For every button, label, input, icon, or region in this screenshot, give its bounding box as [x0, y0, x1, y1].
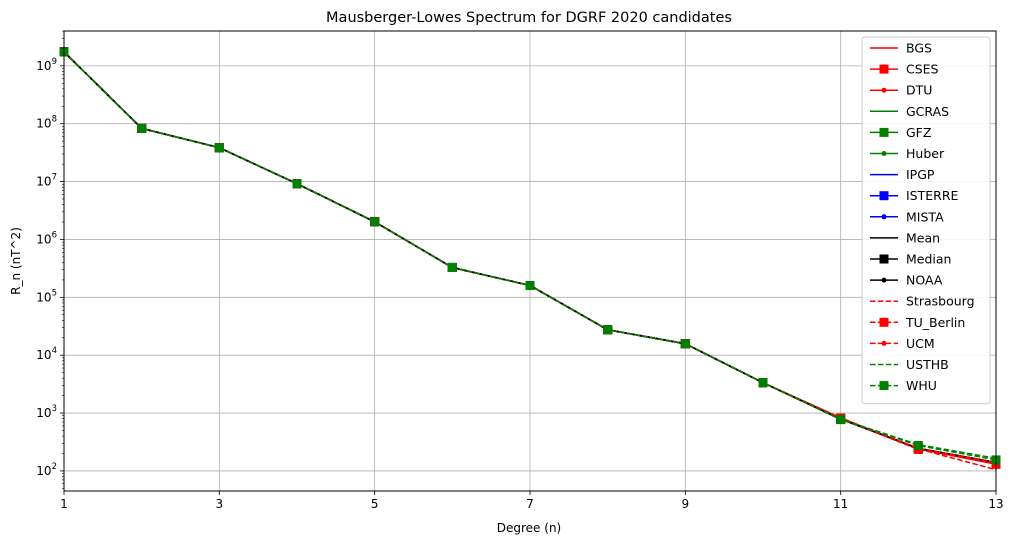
x-tick-label: 13	[988, 497, 1003, 511]
y-tick-label: 103	[36, 404, 57, 420]
y-tick-label: 105	[36, 288, 57, 304]
data-point	[370, 217, 380, 227]
legend-marker	[879, 127, 889, 137]
legend-entry: WHU	[870, 378, 937, 393]
data-point	[292, 179, 302, 189]
legend-marker	[879, 317, 889, 327]
legend-label: TU_Berlin	[905, 315, 965, 330]
chart-title: Mausberger-Lowes Spectrum for DGRF 2020 …	[326, 10, 732, 26]
legend-label: Strasbourg	[906, 294, 975, 309]
legend-marker	[881, 87, 887, 93]
legend-label: CSES	[906, 62, 939, 77]
legend-label: Huber	[906, 146, 945, 161]
x-tick-label: 7	[526, 497, 534, 511]
legend-entry: ISTERRE	[870, 188, 959, 203]
legend-label: WHU	[906, 378, 937, 393]
legend-label: GFZ	[906, 125, 931, 140]
legend-entry: UCM	[870, 336, 935, 351]
data-point	[836, 415, 846, 425]
y-tick-label: 102	[36, 462, 57, 478]
legend-entry: BGS	[870, 41, 932, 56]
y-tick-label: 109	[36, 57, 57, 73]
legend: BGS CSES DTU GCRAS GFZ Huber IPGP ISTERRE MISTA M…	[861, 36, 991, 405]
grid-lines	[63, 31, 997, 491]
legend-label: Mean	[906, 230, 940, 245]
legend-entry: Mean	[870, 230, 940, 245]
legend-label: BGS	[906, 41, 932, 56]
legend-marker	[879, 191, 889, 201]
data-point	[758, 378, 768, 388]
data-point	[525, 281, 535, 291]
legend-entry: Median	[870, 252, 951, 267]
legend-entry: TU_Berlin	[870, 315, 965, 330]
legend-label: MISTA	[906, 209, 944, 224]
legend-marker	[879, 64, 889, 74]
data-point	[447, 262, 457, 272]
x-tick-label: 11	[833, 497, 848, 511]
legend-box	[861, 36, 991, 405]
legend-entry: GFZ	[870, 125, 931, 140]
y-tick-label: 108	[36, 115, 57, 131]
data-point	[913, 441, 923, 451]
legend-label: UCM	[906, 336, 935, 351]
legend-marker	[881, 151, 887, 156]
x-tick-label: 5	[371, 497, 379, 511]
legend-entry: CSES	[870, 62, 939, 77]
legend-entry: Strasbourg	[870, 294, 975, 309]
legend-entry: Huber	[870, 146, 945, 161]
legend-label: NOAA	[906, 273, 943, 288]
y-tick-label: 106	[36, 230, 57, 246]
x-axis-label: Degree (n)	[497, 521, 561, 535]
legend-label: Median	[906, 252, 951, 267]
legend-entry: GCRAS	[870, 104, 949, 119]
legend-marker	[879, 381, 889, 391]
legend-label: ISTERRE	[906, 188, 959, 203]
x-tick-label: 9	[682, 497, 690, 511]
data-point	[214, 143, 224, 153]
legend-label: IPGP	[906, 167, 935, 182]
legend-marker	[879, 254, 889, 264]
legend-entry: NOAA	[870, 273, 943, 288]
legend-label: DTU	[906, 83, 932, 98]
x-tick-label: 1	[60, 497, 68, 511]
data-point	[680, 339, 690, 349]
y-tick-label: 107	[36, 173, 57, 189]
y-axis-label: R_n (nT^2)	[9, 227, 23, 295]
legend-marker	[881, 277, 887, 283]
legend-entry: USTHB	[870, 357, 949, 372]
legend-label: GCRAS	[906, 104, 949, 119]
legend-entry: MISTA	[870, 209, 944, 224]
data-point	[137, 123, 147, 133]
series-lines	[59, 47, 1001, 471]
legend-entry: DTU	[870, 83, 932, 98]
legend-entry: IPGP	[870, 167, 935, 182]
x-tick-label: 3	[216, 497, 224, 511]
data-point	[603, 325, 613, 335]
legend-label: USTHB	[906, 357, 949, 372]
legend-marker	[881, 214, 887, 220]
legend-marker	[881, 340, 887, 346]
y-tick-label: 104	[36, 346, 57, 362]
